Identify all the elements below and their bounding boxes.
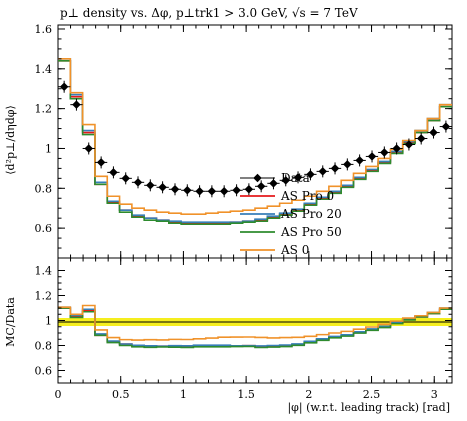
ratio-y-tick-label: 0.6 bbox=[35, 365, 53, 378]
data-point bbox=[306, 170, 315, 179]
ratio-panel: 0.6 0.8 1 1.2 1.4 0 0.5 1 1.5 2 2.5 3 bbox=[35, 257, 453, 401]
data-point bbox=[355, 156, 364, 165]
ratio-line-as-0 bbox=[58, 304, 452, 341]
data-point bbox=[219, 187, 229, 196]
ratio-y-tick-label: 0.8 bbox=[35, 340, 53, 353]
data-point bbox=[146, 181, 155, 190]
ratio-line-as-pro-50 bbox=[58, 307, 452, 349]
x-tick-label: 0.5 bbox=[112, 388, 130, 401]
data-points-group bbox=[58, 80, 452, 198]
main-y-ticks: 0.6 0.8 1 1.2 1.4 1.6 bbox=[35, 23, 452, 249]
legend: Data AS Pro 0 AS Pro 20 AS Pro 50 AS 0 bbox=[240, 171, 342, 257]
series-line-as-0 bbox=[58, 58, 452, 215]
x-tick-label: 2 bbox=[305, 388, 312, 401]
y-tick-label: 1.2 bbox=[35, 103, 53, 116]
y-tick-label: 0.8 bbox=[35, 182, 53, 195]
ratio-y-ticks: 0.6 0.8 1 1.2 1.4 bbox=[35, 265, 452, 378]
legend-label: AS 0 bbox=[280, 243, 309, 257]
data-point bbox=[96, 158, 106, 167]
data-point bbox=[269, 179, 278, 188]
data-point bbox=[59, 82, 69, 91]
data-point bbox=[170, 185, 180, 194]
data-point bbox=[158, 183, 167, 192]
y-axis-label-main: ⟨d²p⊥/dηdφ⟩ bbox=[4, 105, 17, 175]
data-point bbox=[343, 160, 352, 169]
data-point bbox=[84, 144, 93, 153]
data-point bbox=[72, 100, 81, 109]
data-point bbox=[109, 168, 118, 177]
legend-label: AS Pro 20 bbox=[280, 207, 342, 221]
data-point bbox=[281, 176, 290, 185]
legend-label-data: Data bbox=[281, 171, 310, 185]
x-axis-label: |φ| (w.r.t. leading track) [rad] bbox=[287, 401, 450, 415]
legend-label: AS Pro 50 bbox=[280, 225, 342, 239]
series-line-as-pro-50 bbox=[58, 60, 452, 225]
ratio-series-group bbox=[58, 304, 452, 349]
data-point bbox=[183, 186, 192, 195]
x-tick-label: 0 bbox=[55, 388, 62, 401]
x-tick-label: 3 bbox=[431, 388, 438, 401]
data-point bbox=[404, 140, 414, 149]
data-point bbox=[195, 187, 204, 196]
ratio-y-tick-label: 1.2 bbox=[35, 290, 53, 303]
data-point bbox=[318, 167, 327, 176]
main-panel: 0.6 0.8 1 1.2 1.4 1.6 bbox=[35, 23, 453, 259]
data-point bbox=[232, 186, 241, 195]
legend-label: AS Pro 0 bbox=[280, 189, 334, 203]
data-point bbox=[133, 178, 143, 187]
ratio-x-ticks: 0 0.5 1 1.5 2 2.5 3 bbox=[55, 258, 448, 401]
x-tick-label: 1 bbox=[180, 388, 187, 401]
ratio-line-as-pro-20 bbox=[58, 306, 452, 347]
legend-data-marker bbox=[253, 173, 262, 183]
main-plot-frame bbox=[57, 24, 453, 259]
data-point bbox=[121, 174, 130, 183]
y-axis-label-ratio: MC/Data bbox=[4, 297, 17, 347]
ratio-y-tick-label: 1.4 bbox=[35, 265, 53, 278]
y-tick-label: 0.6 bbox=[35, 222, 53, 235]
data-point bbox=[293, 173, 303, 182]
y-tick-label: 1 bbox=[45, 142, 52, 155]
series-line-as-pro-20 bbox=[58, 58, 452, 223]
series-line-as-pro-0 bbox=[58, 60, 452, 224]
data-point bbox=[207, 187, 217, 196]
data-point bbox=[367, 152, 377, 161]
data-point bbox=[429, 128, 438, 137]
data-point bbox=[441, 122, 451, 131]
main-x-ticks bbox=[57, 25, 448, 258]
chart-title: p⊥ density vs. Δφ, p⊥trk1 > 3.0 GeV, √s … bbox=[60, 6, 358, 20]
data-point bbox=[244, 185, 254, 194]
data-point bbox=[330, 164, 340, 173]
data-point bbox=[380, 148, 389, 157]
data-point bbox=[392, 144, 401, 153]
x-tick-label: 1.5 bbox=[237, 388, 255, 401]
y-tick-label: 1.4 bbox=[35, 63, 53, 76]
ratio-y-tick-label: 1 bbox=[45, 315, 52, 328]
main-series-group bbox=[58, 58, 452, 225]
data-point bbox=[256, 182, 266, 191]
data-point bbox=[416, 134, 426, 143]
x-tick-label: 2.5 bbox=[363, 388, 381, 401]
y-tick-label: 1.6 bbox=[35, 23, 53, 36]
